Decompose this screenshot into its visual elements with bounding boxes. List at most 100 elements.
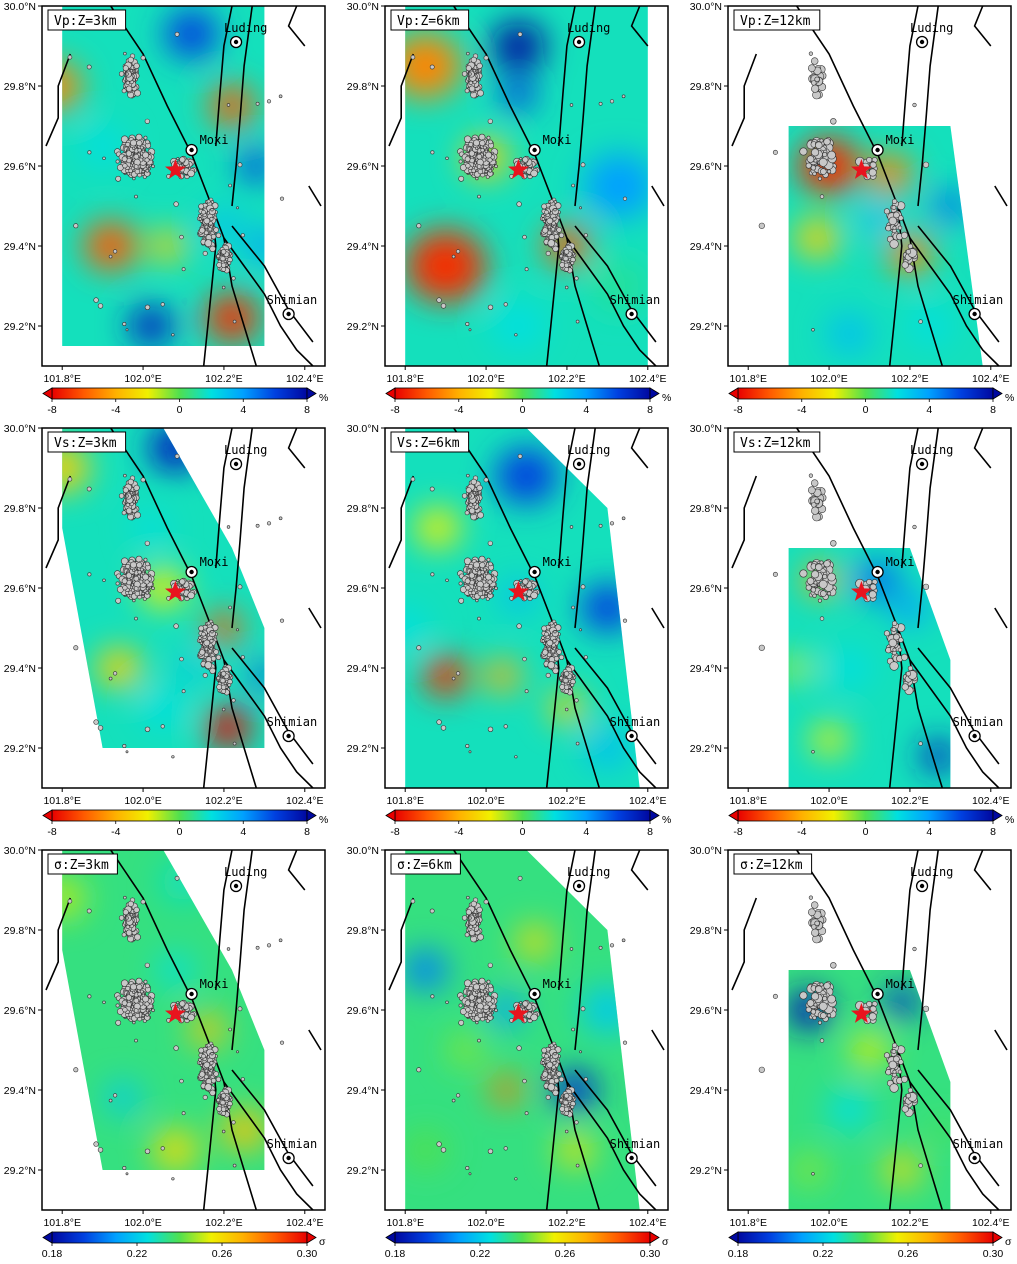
earthquake-dot [488, 591, 493, 595]
earthquake-dot [471, 1012, 476, 1017]
earthquake-dot [805, 584, 812, 591]
y-tick-label: 29.2°N [690, 743, 722, 755]
town-dot [629, 311, 634, 317]
x-tick-label: 102.2°E [205, 1217, 242, 1229]
earthquake-dot [227, 261, 232, 265]
town-dot [286, 1155, 291, 1161]
earthquake-dot [574, 698, 579, 703]
earthquake-dot [130, 983, 137, 991]
x-tick-label: 102.2°E [548, 373, 585, 385]
earthquake-dot [206, 1043, 211, 1048]
earthquake-dot [622, 196, 628, 201]
colorbar-gradient [737, 809, 994, 822]
earthquake-dot [136, 984, 143, 991]
town-dot [576, 39, 582, 45]
earthquake-dot [227, 683, 232, 687]
map-frame [41, 5, 326, 367]
earthquake-dot [220, 671, 227, 677]
colorbar-tick-label: -8 [733, 404, 742, 416]
earthquake-dot [475, 1021, 479, 1025]
earthquake-dot [823, 560, 831, 568]
earthquake-dot [482, 145, 487, 150]
earthquake-dot [108, 676, 113, 681]
earthquake-dot [553, 630, 557, 634]
earthquake-dot [568, 258, 572, 262]
x-tick-label: 102.4°E [629, 795, 666, 807]
earthquake-dot [514, 333, 518, 337]
earthquake-dot [125, 72, 129, 76]
earthquake-dot [866, 157, 873, 164]
earthquake-dot [569, 103, 574, 107]
earthquake-dot [465, 487, 472, 494]
earthquake-dot [475, 990, 479, 994]
earthquake-dot [198, 217, 203, 221]
earthquake-dot [118, 915, 125, 921]
town-dot [233, 39, 239, 45]
earthquake-dot [519, 157, 523, 161]
y-tick-label: 30.0°N [347, 423, 379, 435]
x-tick-label: 102.2°E [205, 373, 242, 385]
earthquake-dot [151, 586, 155, 591]
earthquake-dot [206, 199, 211, 204]
earthquake-dot [563, 678, 569, 684]
earthquake-dot [484, 169, 488, 174]
earthquake-dot [121, 156, 128, 162]
earthquake-dot [209, 216, 214, 221]
earthquake-dot [487, 540, 493, 546]
y-tick-label: 29.8°N [4, 81, 36, 93]
earthquake-dot [547, 661, 556, 669]
earthquake-dot [125, 924, 130, 929]
y-tick-label: 29.4°N [4, 1085, 36, 1097]
earthquake-dot [544, 631, 549, 637]
earthquake-dot [522, 578, 529, 585]
earthquake-dot [209, 1089, 216, 1097]
y-tick-label: 29.8°N [690, 503, 722, 515]
earthquake-dot [827, 591, 832, 596]
title-box [47, 9, 127, 31]
colorbar-right-triangle [649, 809, 660, 822]
earthquake-dot [758, 644, 765, 651]
earthquake-dot [811, 148, 820, 157]
colorbar-left-triangle [42, 387, 53, 400]
earthquake-dot [547, 239, 556, 247]
heatmap-blob [484, 660, 521, 692]
earthquake-dot [475, 568, 479, 572]
heatmap-blob [448, 1034, 484, 1066]
earthquake-dot [455, 249, 461, 254]
colorbar-right-triangle [306, 387, 317, 400]
earthquake-dot [445, 578, 449, 583]
y-tick-label: 30.0°N [4, 1, 36, 13]
x-tick-label: 102.0°E [810, 373, 847, 385]
colorbar-gradient [394, 387, 651, 400]
earthquake-dot [477, 591, 483, 597]
earthquake-dot [210, 233, 217, 240]
earthquake-dot [565, 285, 569, 290]
earthquake-dot [115, 159, 120, 164]
earthquake-dot [132, 1021, 136, 1025]
earthquake-dot [897, 225, 903, 231]
town-dot [576, 461, 582, 467]
earthquake-dot [907, 243, 913, 249]
town-dot [875, 147, 880, 153]
earthquake-dot [465, 65, 472, 72]
earthquake-dot [145, 139, 150, 145]
colorbar-unit: % [662, 392, 671, 404]
fault-line [973, 427, 992, 469]
earthquake-dot [479, 984, 486, 991]
earthquake-dot [810, 479, 819, 487]
earthquake-dot [530, 591, 538, 600]
fault-line [231, 225, 314, 343]
fault-line [651, 1029, 665, 1051]
earthquake-dot [517, 453, 523, 459]
x-tick-label: 102.4°E [286, 1217, 323, 1229]
earthquake-dot [179, 1000, 186, 1007]
colorbar-gradient [51, 809, 308, 822]
earthquake-dot [458, 1019, 465, 1026]
earthquake-dot [817, 176, 822, 181]
fault-line [630, 427, 649, 469]
heatmap-blob [500, 78, 537, 110]
fault-line [994, 185, 1008, 207]
earthquake-dot [545, 672, 551, 678]
earthquake-dot [278, 938, 283, 943]
colorbar-unit: % [319, 392, 328, 404]
